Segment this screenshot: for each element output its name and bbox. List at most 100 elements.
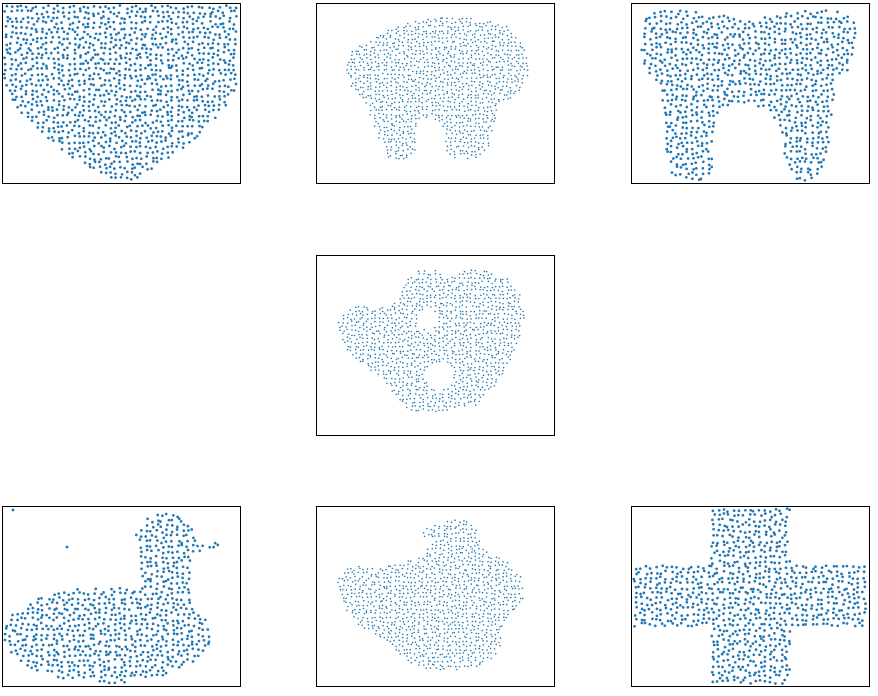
scatter-point-309 (164, 613, 168, 617)
scatter-point-802 (490, 98, 493, 100)
scatter-point-87 (221, 11, 225, 15)
scatter-point-475 (16, 639, 20, 643)
scatter-point-1067 (401, 400, 404, 402)
arch-blob-scatter-panel (316, 3, 555, 184)
scatter-point-594 (50, 72, 54, 76)
scatter-point-81 (182, 551, 186, 555)
scatter-point-93 (474, 285, 476, 288)
scatter-point-171 (191, 22, 195, 26)
scatter-point-73 (501, 282, 504, 284)
scatter-point-1057 (441, 396, 444, 399)
scatter-point-341 (654, 56, 657, 60)
scatter-point-32 (726, 16, 730, 20)
scatter-point-957 (394, 381, 396, 384)
scatter-point-731 (805, 116, 809, 120)
scatter-point-421 (86, 51, 90, 54)
scatter-point-272 (160, 608, 164, 612)
scatter-point-281 (21, 612, 25, 615)
scatter-point-336 (114, 618, 118, 622)
scatter-point-859 (701, 149, 705, 153)
scatter-point-61 (87, 12, 90, 15)
scatter-point-880 (395, 108, 398, 111)
scatter-point-580 (443, 78, 446, 80)
scatter-point-821 (83, 100, 86, 103)
scatter-point-39 (165, 533, 168, 537)
scatter-point-584 (762, 88, 766, 92)
scatter-point-996 (386, 126, 388, 129)
scatter-point-72 (499, 280, 502, 283)
scatter-point-298 (406, 54, 408, 57)
scatter-point-352 (445, 57, 448, 60)
scatter-point-1060 (177, 130, 181, 133)
scatter-point-151 (738, 33, 741, 36)
scatter-point-1089 (169, 134, 173, 138)
scatter-point-630 (447, 342, 449, 345)
scatter-point-1103 (410, 409, 413, 411)
scatter-point-506 (490, 330, 492, 332)
scatter-point-509 (190, 640, 194, 644)
scatter-point-1205 (108, 165, 112, 169)
scatter-point-65 (471, 282, 473, 284)
scatter-point-143 (450, 36, 453, 39)
scatter-point-202 (430, 300, 432, 303)
scatter-point-516 (764, 77, 768, 80)
scatter-point-15 (836, 10, 839, 14)
scatter-point-405 (409, 320, 411, 323)
scatter-point-976 (495, 381, 497, 383)
scatter-point-163 (78, 591, 81, 594)
scatter-point-479 (34, 637, 38, 641)
scatter-point-41 (175, 533, 179, 537)
scatter-point-488 (807, 71, 810, 75)
scatter-point-328 (74, 43, 77, 46)
scatter-point-5 (474, 269, 476, 272)
scatter-point-615 (158, 74, 162, 78)
scatter-point-409 (800, 61, 804, 65)
scatter-point-981 (405, 384, 408, 386)
scatter-point-471 (716, 74, 720, 78)
scatter-point-516 (367, 74, 369, 76)
scatter-point-896 (458, 109, 461, 111)
scatter-point-1042 (396, 132, 398, 135)
scatter-point-820 (414, 100, 417, 103)
scatter-point-168 (422, 298, 424, 300)
scatter-point-928 (217, 108, 221, 111)
scatter-point-234 (742, 42, 746, 45)
scatter-point-170 (410, 42, 413, 44)
scatter-point-1058 (167, 132, 171, 135)
scatter-point-436 (413, 64, 416, 67)
scatter-point-965 (213, 116, 217, 120)
scatter-point-26 (474, 23, 477, 25)
scatter-point-887 (421, 108, 424, 110)
scatter-point-385 (134, 48, 138, 52)
scatter-point-824 (710, 140, 714, 143)
scatter-point-263 (349, 309, 351, 311)
scatter-point-130 (843, 27, 846, 31)
scatter-point-290 (110, 36, 114, 40)
scatter-point-1132 (471, 150, 473, 153)
scatter-point-557 (350, 76, 353, 78)
scatter-point-1079 (449, 400, 452, 403)
scatter-point-377 (123, 623, 126, 626)
scatter-point-983 (415, 385, 417, 388)
scatter-point-727 (495, 349, 497, 351)
scatter-point-454 (832, 68, 835, 71)
scatter-point-160 (369, 41, 372, 43)
scatter-point-586 (774, 88, 778, 92)
scatter-point-353 (201, 41, 204, 45)
scatter-point-146 (459, 294, 461, 297)
scatter-point-1011 (470, 125, 472, 128)
scatter-point-982 (455, 122, 458, 124)
scatter-point-356 (14, 624, 18, 627)
scatter-point-425 (678, 69, 682, 72)
scatter-point-1078 (114, 134, 118, 137)
scatter-point-865 (96, 105, 100, 109)
scatter-point-292 (78, 614, 81, 618)
scatter-point-531 (104, 644, 108, 648)
scatter-point-457 (469, 326, 472, 329)
scatter-point-89 (233, 9, 236, 13)
scatter-point-20 (482, 274, 485, 277)
scatter-point-293 (831, 45, 834, 49)
scatter-point-486 (431, 71, 433, 73)
scatter-point-623 (439, 80, 442, 83)
scatter-point-416 (838, 61, 841, 65)
